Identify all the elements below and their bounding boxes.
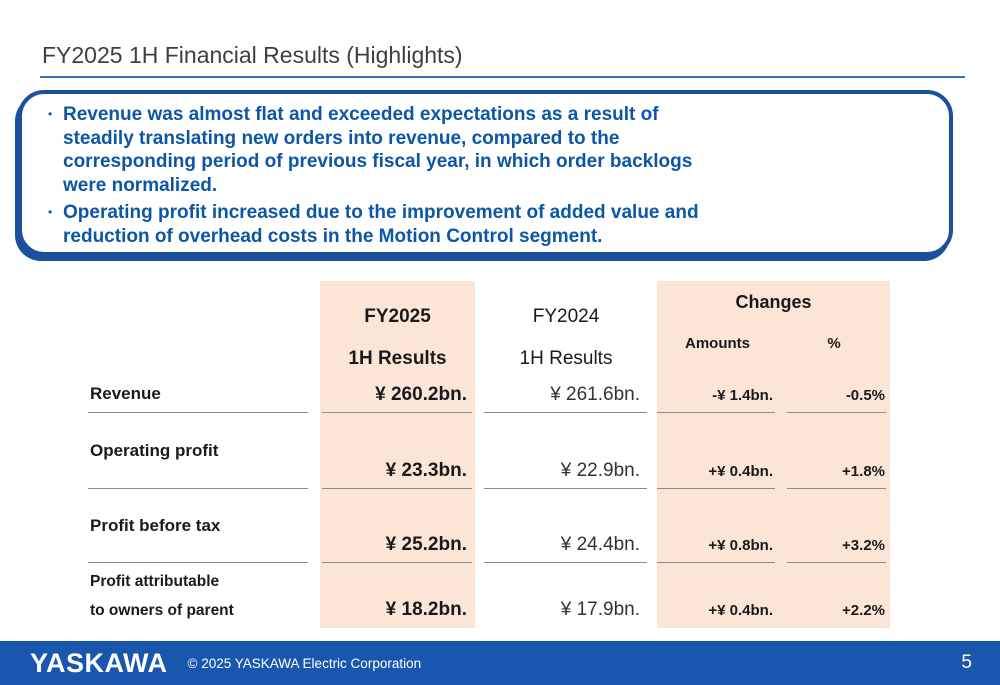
change-amount: +¥ 0.4bn. [708, 463, 773, 480]
table-row-revenue: Revenue ¥ 260.2bn. ¥ 261.6bn. -¥ 1.4bn. … [88, 370, 890, 413]
change-amount-cell: +¥ 0.4bn. [657, 563, 778, 628]
header-fy2025-line2: 1H Results [348, 348, 447, 369]
fy2025-value-cell: ¥ 23.3bn. [320, 413, 475, 489]
fy2024-value: ¥ 261.6bn. [550, 384, 640, 405]
change-percent: +1.8% [842, 463, 885, 480]
bullet-item: • Operating profit increased due to the … [48, 201, 937, 248]
header-fy2024-line2: 1H Results [519, 348, 613, 369]
bullet-text-line: steadily translating new orders into rev… [63, 127, 620, 149]
row-label-cell: Profit before tax [88, 489, 320, 563]
bullet-text-line: were normalized. [63, 174, 218, 196]
header-changes-title: Changes [735, 292, 812, 312]
change-amount: +¥ 0.4bn. [708, 602, 773, 619]
row-label: Operating profit [90, 441, 219, 460]
table-header-row: FY2025 1H Results FY2024 1H Results Chan… [88, 281, 890, 370]
bullet-item: • Revenue was almost flat and exceeded e… [48, 103, 937, 197]
header-fy2025: FY2025 1H Results [320, 281, 475, 370]
bullet-icon: • [48, 107, 53, 121]
header-fy2025-line1: FY2025 [364, 306, 431, 327]
header-fy2024: FY2024 1H Results [482, 281, 650, 370]
fy2024-value: ¥ 17.9bn. [560, 599, 640, 620]
changes-column-highlight [657, 281, 890, 628]
change-percent-cell: -0.5% [778, 370, 890, 413]
fy2024-value: ¥ 22.9bn. [560, 460, 640, 481]
fy2025-value-cell: ¥ 18.2bn. [320, 563, 475, 628]
change-percent: +3.2% [842, 537, 885, 554]
change-percent-cell: +2.2% [778, 563, 890, 628]
header-amounts: Amounts [685, 335, 750, 352]
fy2025-value: ¥ 23.3bn. [385, 460, 467, 481]
fy2025-value-cell: ¥ 260.2bn. [320, 370, 475, 413]
bullet-text-line: reduction of overhead costs in the Motio… [63, 225, 603, 247]
change-amount-cell: -¥ 1.4bn. [657, 370, 778, 413]
change-amount-cell: +¥ 0.8bn. [657, 489, 778, 563]
header-changes-subheaders: Amounts % [657, 335, 890, 352]
change-amount-cell: +¥ 0.4bn. [657, 413, 778, 489]
fy2025-value: ¥ 260.2bn. [375, 384, 467, 405]
page-title: FY2025 1H Financial Results (Highlights) [42, 42, 463, 68]
fy2024-value-cell: ¥ 261.6bn. [482, 370, 650, 413]
row-label: Profit attributable [90, 572, 220, 590]
header-changes: Changes Amounts % [657, 281, 890, 370]
row-label-cell: Revenue [88, 370, 320, 413]
header-percent: % [827, 335, 841, 352]
highlights-box: • Revenue was almost flat and exceeded e… [18, 90, 953, 256]
fy2024-value-cell: ¥ 24.4bn. [482, 489, 650, 563]
fy2025-value-cell: ¥ 25.2bn. [320, 489, 475, 563]
change-percent-cell: +3.2% [778, 489, 890, 563]
title-underline [40, 76, 965, 78]
table-row-operating-profit: Operating profit ¥ 23.3bn. ¥ 22.9bn. +¥ … [88, 413, 890, 489]
bullet-text: Operating profit increased due to the im… [63, 201, 699, 248]
row-label: Profit before tax [90, 516, 221, 535]
row-label-cell: Operating profit [88, 413, 320, 489]
bullet-icon: • [48, 205, 53, 219]
change-percent: +2.2% [842, 602, 885, 619]
row-label-cell: Profit attributable to owners of parent [88, 563, 320, 628]
header-fy2024-line1: FY2024 [532, 306, 600, 327]
fy2024-value: ¥ 24.4bn. [560, 534, 640, 555]
bullet-text-line: corresponding period of previous fiscal … [63, 151, 693, 172]
change-amount: -¥ 1.4bn. [712, 387, 773, 404]
page-number: 5 [961, 652, 972, 673]
fy2024-value-cell: ¥ 22.9bn. [482, 413, 650, 489]
change-amount: +¥ 0.8bn. [708, 537, 773, 554]
copyright-text: © 2025 YASKAWA Electric Corporation [187, 655, 422, 671]
bullet-text: Revenue was almost flat and exceeded exp… [63, 103, 692, 197]
table-row-profit-attributable: Profit attributable to owners of parent … [88, 563, 890, 628]
change-percent-cell: +1.8% [778, 413, 890, 489]
bullet-text-line: Revenue was almost flat and exceeded exp… [63, 104, 659, 125]
row-label-line2: to owners of parent [90, 601, 234, 619]
footer-bar: YASKAWA © 2025 YASKAWA Electric Corporat… [0, 641, 1000, 685]
table-row-profit-before-tax: Profit before tax ¥ 25.2bn. ¥ 24.4bn. +¥… [88, 489, 890, 563]
fy2025-value: ¥ 25.2bn. [385, 534, 467, 555]
fy2024-value-cell: ¥ 17.9bn. [482, 563, 650, 628]
fy2025-column-highlight [320, 281, 475, 628]
change-percent: -0.5% [845, 387, 885, 404]
yaskawa-logo: YASKAWA [30, 647, 168, 678]
bullet-text-line: Operating profit increased due to the im… [63, 202, 699, 223]
financial-results-table: FY2025 1H Results FY2024 1H Results Chan… [88, 281, 890, 628]
fy2025-value: ¥ 18.2bn. [385, 599, 467, 620]
row-label: Revenue [90, 384, 161, 403]
